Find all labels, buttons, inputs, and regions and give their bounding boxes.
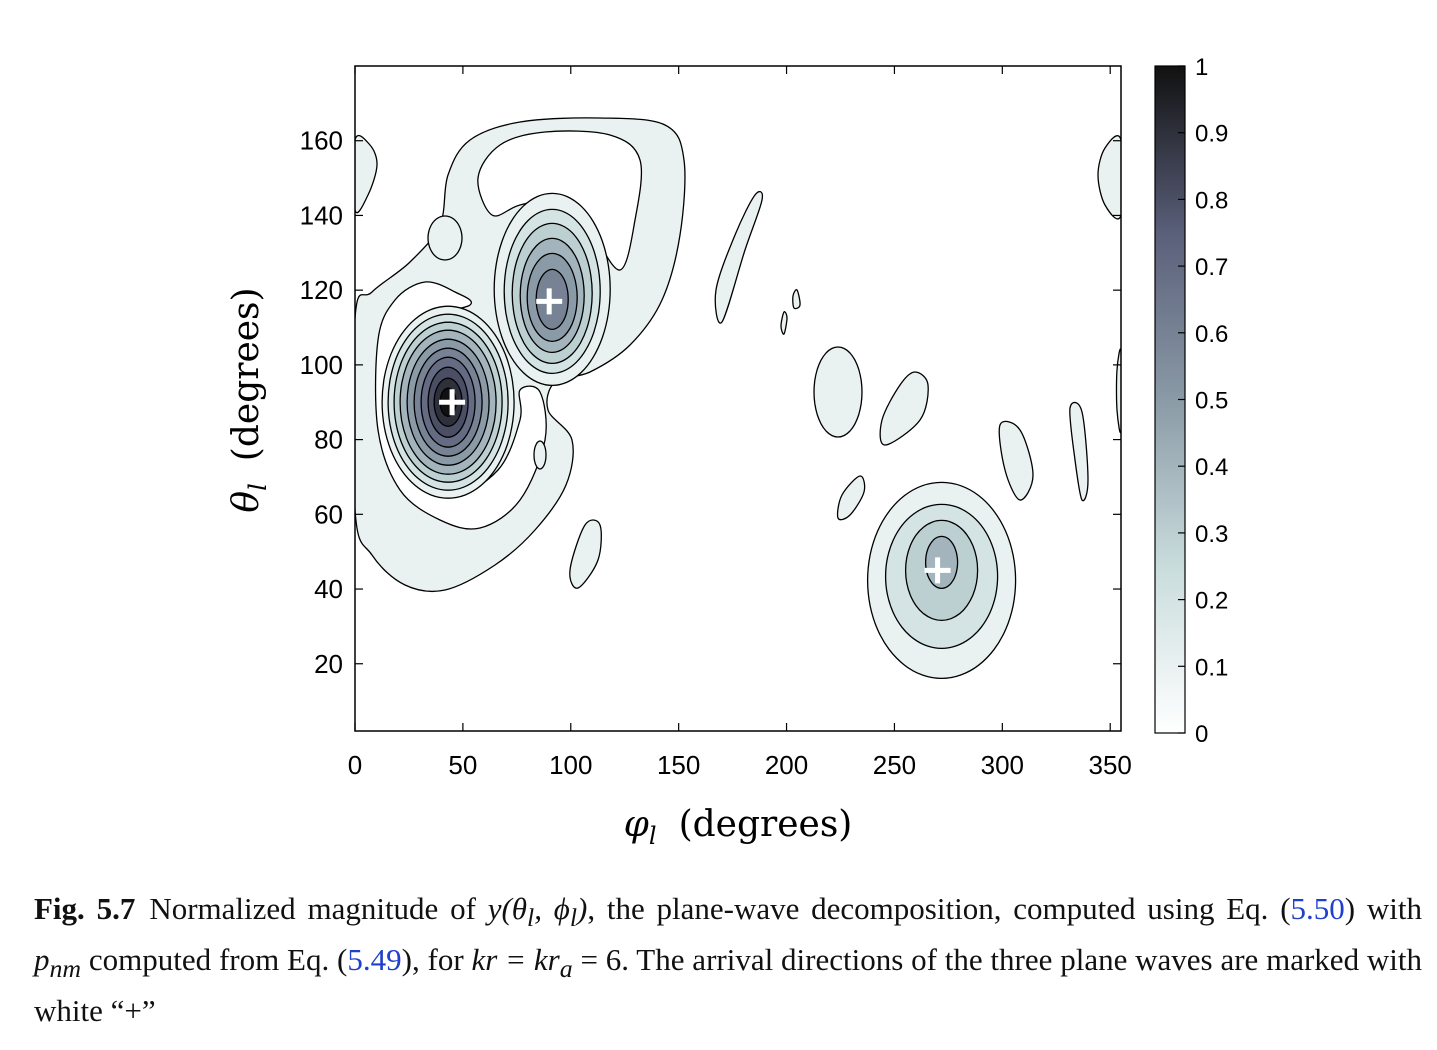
peak-markers (439, 288, 951, 584)
contour-island-small-1 (427, 215, 463, 261)
colorbar-tick-label: 0.1 (1195, 654, 1228, 681)
colorbar-tick-label: 0.6 (1195, 321, 1228, 348)
x-tick-label: 100 (549, 750, 592, 780)
colorbar-ticks: 0 0.1 0.2 0.3 0.4 0.5 0.6 0.7 0.8 0.9 1 (1178, 54, 1228, 748)
y-tick-label: 160 (300, 126, 343, 156)
plot-frame (354, 65, 1122, 732)
colorbar-tick-label: 1 (1195, 54, 1208, 81)
colorbar-tick-label: 0.9 (1195, 121, 1228, 148)
contour-island-streak-1 (714, 190, 764, 324)
contour-island-mid-1 (813, 346, 863, 438)
y-tick-label: 20 (314, 649, 343, 679)
peak-marker-2 (536, 288, 563, 315)
colorbar-tick-label: 0.2 (1195, 588, 1228, 615)
contour-island-mid-4 (569, 519, 602, 589)
y-tick-label: 80 (314, 425, 343, 455)
contour-island-mid-3 (836, 475, 866, 521)
y-tick-label: 100 (300, 350, 343, 380)
contour-island-right-3 (1115, 348, 1121, 434)
contour-chart: 0 50 100 150 200 250 300 350 20 40 60 80 100 120 140 1… (226, 54, 1228, 850)
figure-caption: Fig. 5.7 Normalized magnitude of y(θl, ϕl… (34, 891, 1423, 1029)
x-tick-label: 350 (1089, 750, 1132, 780)
figure-label: Fig. 5.7 (34, 891, 136, 926)
x-tick-label: 150 (657, 750, 700, 780)
colorbar-tick-label: 0.4 (1195, 454, 1228, 481)
contour-island-edge-right (1097, 135, 1121, 220)
colorbar-tick-label: 0.7 (1195, 254, 1228, 281)
x-tick-label: 250 (873, 750, 916, 780)
contour-island-right-1 (998, 420, 1034, 501)
x-axis-label: φl (degrees) (624, 804, 853, 850)
x-tick-label: 300 (981, 750, 1024, 780)
x-tick-label: 200 (765, 750, 808, 780)
contour-island-right-2 (1069, 401, 1089, 502)
contour-island-streak-2 (792, 289, 801, 310)
y-tick-label: 60 (314, 499, 343, 529)
y-axis-label: θl(degrees) (226, 287, 272, 512)
contour-island-streak-3 (780, 311, 788, 335)
y-tick-label: 40 (314, 574, 343, 604)
contour-peak3-level-0.4 (924, 535, 959, 590)
equation-link-5-49[interactable]: 5.49 (347, 942, 402, 978)
colorbar-tick-label: 0 (1195, 721, 1208, 748)
contour-hole-lower (374, 281, 547, 530)
y-tick-label: 140 (300, 200, 343, 230)
x-axis-ticks: 0 50 100 150 200 250 300 350 (348, 66, 1132, 780)
peak-marker-1 (439, 389, 466, 416)
contour-island-small-2 (533, 440, 547, 470)
y-axis-ticks: 20 40 60 80 100 120 140 160 (300, 126, 1121, 679)
colorbar-tick-label: 0.8 (1195, 187, 1228, 214)
peak-marker-3 (924, 557, 951, 584)
x-tick-label: 50 (448, 750, 477, 780)
colorbar-tick-label: 0.3 (1195, 521, 1228, 548)
y-tick-label: 120 (300, 275, 343, 305)
equation-link-5-50[interactable]: 5.50 (1290, 891, 1345, 926)
x-tick-label: 0 (348, 750, 362, 780)
contour-island-edge-left (355, 134, 378, 214)
colorbar-tick-label: 0.5 (1195, 388, 1228, 415)
contour-island-mid-2 (879, 371, 929, 446)
